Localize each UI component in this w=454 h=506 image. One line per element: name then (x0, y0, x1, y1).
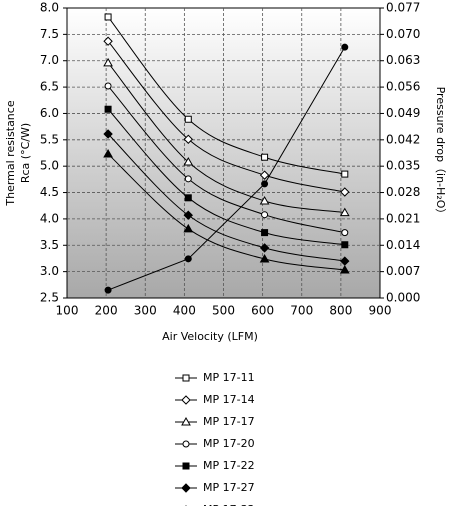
y2-tick-label: 0.028 (386, 185, 420, 199)
data-point (259, 243, 270, 253)
y2-tick-label: 0.070 (386, 27, 420, 41)
data-point (103, 36, 113, 46)
data-point (183, 210, 193, 220)
legend-label: MP 17-22 (203, 459, 255, 472)
legend-marker (182, 374, 190, 382)
y2-tick-label: 0.049 (386, 106, 420, 120)
y-tick-label: 6.0 (40, 106, 59, 120)
data-point (261, 229, 269, 237)
y2-tick-label: 0.021 (386, 211, 420, 225)
data-point (184, 255, 192, 263)
y-axis-label: Rca (°C/W) (19, 123, 32, 183)
data-point (184, 175, 192, 183)
data-point (341, 241, 349, 249)
legend-label: MP 17-17 (203, 415, 255, 428)
y2-tick-label: 0.077 (386, 1, 420, 15)
data-point (104, 286, 112, 294)
x-tick-label: 900 (369, 304, 392, 318)
y2-axis-label: Pressure drop（in-H₂O） (434, 87, 447, 220)
series-line (107, 46, 346, 291)
data-point (104, 13, 112, 21)
legend-marker (181, 483, 191, 493)
data-point (340, 187, 350, 197)
data-point (183, 156, 194, 166)
y-tick-label: 5.0 (40, 159, 59, 173)
data-point (103, 57, 113, 67)
legend-label: MP 17-11 (203, 371, 255, 384)
y-tick-label: 7.5 (40, 27, 59, 41)
y-tick-label: 8.0 (40, 1, 59, 15)
data-point (104, 82, 112, 90)
x-tick-label: 100 (56, 304, 79, 318)
data-point (261, 211, 269, 219)
series-line (107, 133, 345, 262)
x-tick-label: 500 (212, 304, 235, 318)
data-point (184, 194, 192, 202)
y2-tick-label: 0.000 (386, 291, 420, 305)
data-point (104, 105, 112, 113)
y-axis-label: Thermal resistance (4, 100, 17, 206)
series-line (107, 62, 345, 214)
y-tick-label: 4.5 (40, 185, 59, 199)
data-point (103, 129, 113, 139)
data-point (183, 134, 193, 144)
legend-label: MP 17-14 (203, 393, 255, 406)
x-tick-label: 600 (251, 304, 274, 318)
y-tick-label: 7.0 (40, 53, 59, 67)
y-tick-label: 4.0 (40, 211, 59, 225)
data-point (183, 223, 194, 233)
series-line (107, 40, 345, 193)
data-point (184, 115, 192, 123)
y2-tick-label: 0.042 (386, 132, 420, 146)
data-point (259, 170, 270, 180)
series-line (107, 153, 345, 271)
y2-tick-label: 0.063 (386, 53, 420, 67)
series-line (107, 85, 345, 234)
x-tick-label: 400 (173, 304, 196, 318)
legend-marker (182, 440, 190, 448)
data-point (259, 253, 270, 263)
data-point (261, 180, 269, 188)
x-tick-label: 700 (290, 304, 313, 318)
data-point (339, 265, 350, 274)
y-tick-label: 3.5 (40, 238, 59, 252)
y-tick-label: 2.5 (40, 291, 59, 305)
series-line (107, 108, 345, 246)
x-tick-label: 300 (134, 304, 157, 318)
data-point (341, 229, 349, 237)
legend-marker (181, 395, 191, 405)
y2-tick-label: 0.035 (386, 159, 420, 173)
legend-label: MP 17-20 (203, 437, 255, 450)
x-tick-label: 800 (329, 304, 352, 318)
y-tick-label: 6.5 (40, 80, 59, 94)
legend-label: MP 17-27 (203, 481, 255, 494)
data-point (259, 195, 270, 205)
data-point (341, 170, 349, 178)
series-line (107, 16, 345, 175)
x-axis-label: Air Velocity (LFM) (162, 330, 258, 343)
legend-label: MP 17-32 (203, 503, 255, 506)
data-point (261, 153, 269, 161)
y2-tick-label: 0.014 (386, 238, 420, 252)
legend-marker (181, 416, 191, 426)
y-tick-label: 3.0 (40, 264, 59, 278)
legend-marker (182, 462, 190, 470)
data-point (103, 149, 113, 158)
y-tick-label: 5.5 (40, 132, 59, 146)
data-point (341, 43, 349, 51)
data-point (339, 207, 350, 217)
x-tick-label: 200 (95, 304, 118, 318)
y2-tick-label: 0.007 (386, 264, 420, 278)
y2-tick-label: 0.056 (386, 80, 420, 94)
